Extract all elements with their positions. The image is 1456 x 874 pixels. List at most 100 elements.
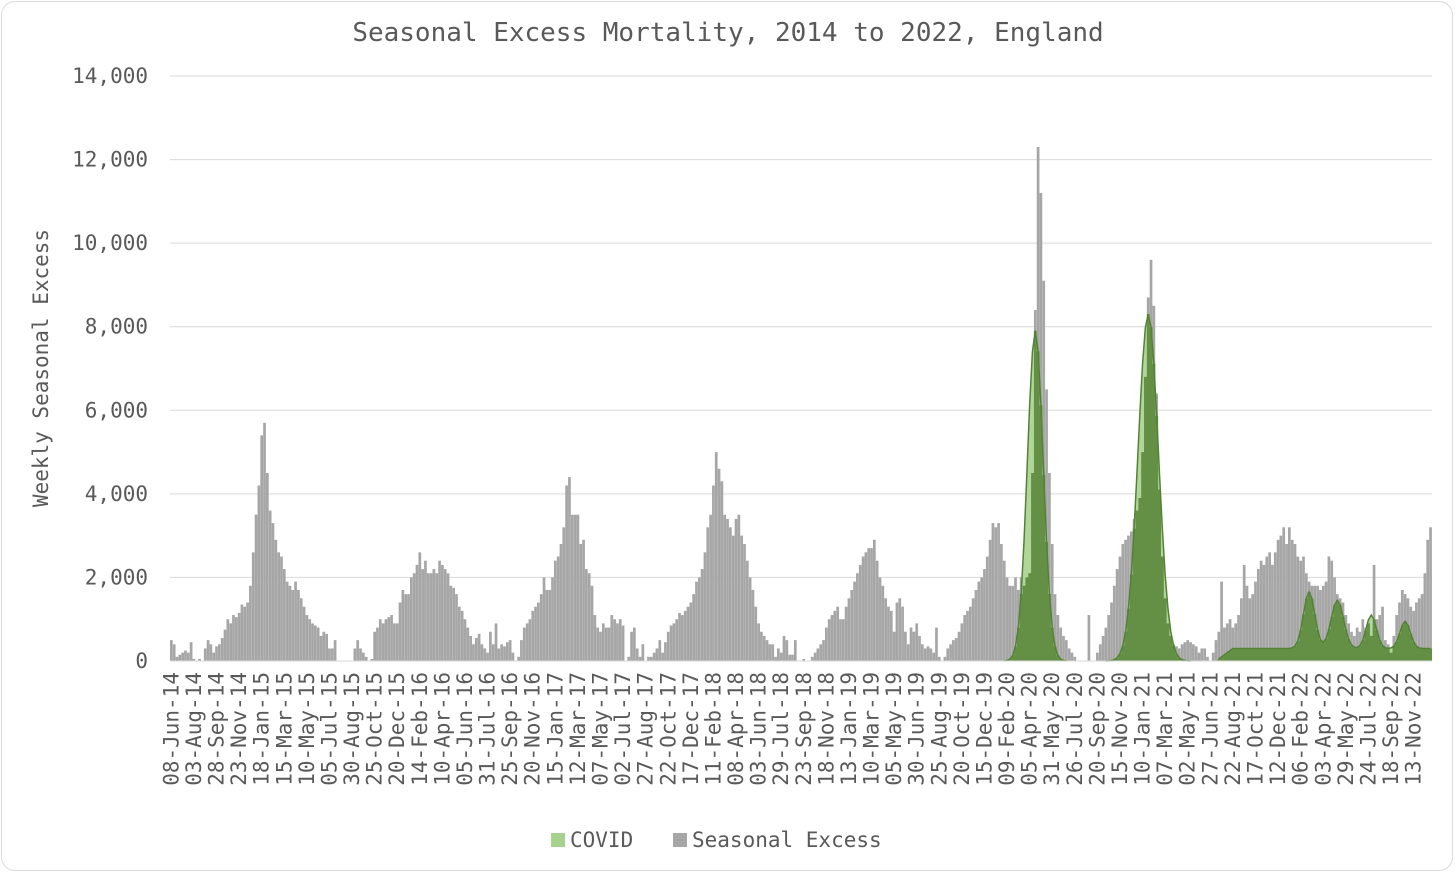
seasonal-excess-bar <box>810 656 814 661</box>
seasonal-excess-bar <box>689 602 693 661</box>
seasonal-excess-bar <box>929 648 933 661</box>
seasonal-excess-bar <box>1189 642 1192 661</box>
seasonal-excess-bar <box>305 615 309 661</box>
seasonal-excess-bar <box>1296 556 1300 661</box>
x-tick-label: 14-Feb-16 <box>408 672 432 786</box>
seasonal-excess-bar <box>333 640 337 661</box>
seasonal-excess-bar <box>1186 640 1190 661</box>
seasonal-excess-bar <box>460 610 464 661</box>
seasonal-excess-bar <box>1327 556 1331 661</box>
seasonal-excess-bar <box>703 552 707 661</box>
seasonal-excess-bar <box>1426 539 1430 661</box>
seasonal-excess-bar <box>452 587 456 662</box>
seasonal-excess-bar <box>1014 577 1017 661</box>
seasonal-excess-bar <box>802 658 806 661</box>
seasonal-excess-bar <box>1285 544 1288 661</box>
seasonal-excess-bar <box>825 627 828 661</box>
seasonal-excess-bar <box>568 477 571 661</box>
seasonal-excess-bar <box>268 510 272 661</box>
seasonal-excess-bar <box>1127 535 1130 661</box>
seasonal-excess-bar <box>856 573 859 661</box>
x-tick-label: 20-Nov-16 <box>521 672 545 786</box>
x-tick-label: 08-Apr-18 <box>724 672 748 786</box>
seasonal-excess-bar <box>633 627 636 661</box>
seasonal-excess-bar <box>511 652 515 661</box>
seasonal-excess-bar <box>793 640 797 661</box>
seasonal-excess-bar <box>587 573 591 661</box>
seasonal-excess-bar <box>647 656 650 661</box>
seasonal-excess-bar <box>1237 615 1240 661</box>
x-tick-label: 23-Sep-18 <box>792 672 816 786</box>
seasonal-excess-bar <box>712 485 715 661</box>
x-tick-label: 09-Feb-20 <box>995 672 1019 786</box>
seasonal-excess-bar <box>892 631 896 661</box>
seasonal-excess-bar <box>260 435 264 661</box>
seasonal-excess-bar <box>370 658 374 661</box>
seasonal-excess-bar <box>1321 585 1325 661</box>
seasonal-excess-bar <box>226 619 230 661</box>
legend-label-covid: COVID <box>570 828 633 852</box>
seasonal-excess-bar <box>418 552 422 661</box>
y-axis-ticks: 0 2,000 4,000 6,000 8,000 10,000 12,000 14,000 <box>72 64 148 673</box>
seasonal-excess-bar <box>203 648 207 661</box>
seasonal-excess-bar <box>457 606 461 661</box>
seasonal-excess-bar <box>1206 656 1209 661</box>
x-tick-label: 27-Jun-21 <box>1198 672 1222 786</box>
seasonal-excess-bar <box>678 612 681 661</box>
seasonal-excess-bar <box>841 619 845 661</box>
seasonal-excess-bar <box>762 635 766 661</box>
seasonal-excess-bar <box>593 615 597 661</box>
seasonal-excess-bar <box>827 619 831 661</box>
seasonal-excess-bar <box>906 644 910 661</box>
seasonal-excess-bar <box>819 644 823 661</box>
seasonal-excess-bar <box>1112 585 1116 661</box>
seasonal-excess-bar <box>635 648 639 661</box>
seasonal-excess-bar <box>695 581 698 661</box>
seasonal-excess-bar <box>189 642 193 661</box>
seasonal-excess-bar <box>649 656 653 661</box>
x-tick-label: 12-Mar-17 <box>566 672 590 786</box>
seasonal-excess-bar <box>768 644 772 661</box>
seasonal-excess-bar <box>1124 539 1127 661</box>
seasonal-excess-bar <box>771 644 775 661</box>
seasonal-excess-bar <box>1073 656 1077 661</box>
seasonal-excess-bar <box>1228 619 1232 661</box>
seasonal-excess-bar <box>438 560 441 661</box>
seasonal-excess-bar <box>192 658 196 661</box>
seasonal-excess-bar <box>539 594 543 661</box>
seasonal-excess-bar <box>525 623 529 661</box>
x-tick-label: 05-Jun-16 <box>453 672 477 786</box>
seasonal-excess-bar <box>960 623 964 661</box>
covid-area <box>1001 314 1432 662</box>
seasonal-excess-bar <box>585 569 588 661</box>
seasonal-excess-bar <box>409 577 413 661</box>
seasonal-excess-bar <box>477 633 481 661</box>
x-tick-label: 28-Sep-14 <box>205 672 229 786</box>
seasonal-excess-bar <box>531 610 535 661</box>
seasonal-excess-bar <box>1096 652 1099 661</box>
seasonal-excess-bar <box>426 573 430 661</box>
seasonal-excess-bar <box>748 577 752 661</box>
seasonal-excess-bar <box>1245 585 1249 661</box>
x-tick-label: 30-Aug-15 <box>340 672 364 786</box>
seasonal-excess-bar <box>729 527 732 661</box>
seasonal-excess-bar <box>288 585 292 661</box>
seasonal-excess-bar <box>816 648 820 661</box>
seasonal-excess-bar <box>666 631 670 661</box>
seasonal-excess-bar <box>500 644 504 661</box>
seasonal-excess-bar <box>1273 552 1277 661</box>
seasonal-excess-bar <box>1050 544 1054 661</box>
seasonal-excess-bar <box>813 652 817 661</box>
seasonal-excess-bar <box>777 648 780 661</box>
seasonal-excess-bar <box>1420 594 1424 661</box>
y-tick-label: 8,000 <box>85 315 148 339</box>
seasonal-excess-bar <box>319 635 323 661</box>
seasonal-excess-bar <box>751 589 755 661</box>
seasonal-excess-bar <box>610 615 614 661</box>
seasonal-excess-bar <box>1288 527 1291 661</box>
seasonal-excess-bar <box>218 644 221 661</box>
seasonal-excess-bar <box>822 640 825 661</box>
seasonal-excess-bar <box>1381 606 1384 661</box>
seasonal-excess-bar <box>847 598 851 661</box>
seasonal-excess-bar <box>1000 544 1003 661</box>
